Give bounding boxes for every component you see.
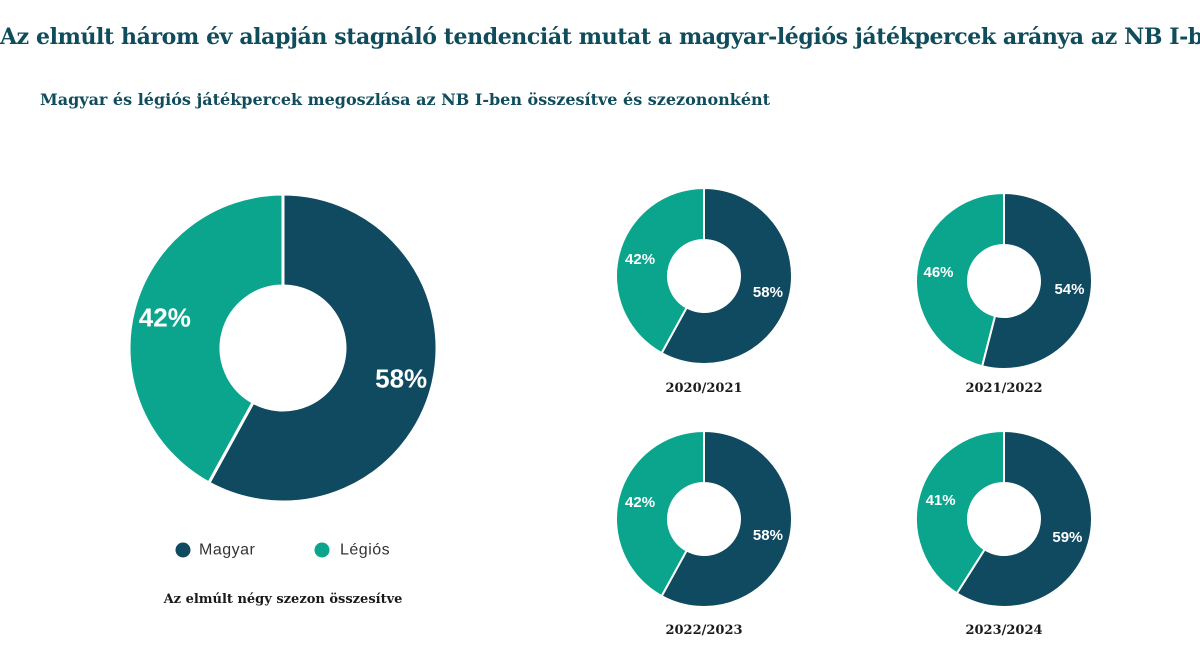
slice-lgis — [915, 429, 1005, 595]
slice-magyar — [980, 191, 1093, 370]
donut-season-1: 58% 42% 2020/2021 — [615, 186, 793, 396]
data-label: 42% — [139, 303, 191, 333]
slice-magyar — [955, 429, 1093, 608]
data-label: 42% — [625, 494, 655, 511]
data-label: 59% — [1052, 529, 1082, 546]
donut-total: 58% 42% Az elmúlt négy szezon összesítve — [127, 192, 439, 607]
data-label: 58% — [753, 527, 783, 544]
chart-subtitle: Magyar és légiós játékpercek megoszlása … — [40, 90, 771, 109]
chart-caption: 2020/2021 — [665, 381, 742, 396]
chart-title: Az elmúlt három év alapján stagnáló tend… — [0, 24, 1200, 50]
data-label: 46% — [924, 264, 954, 281]
data-label: 54% — [1054, 281, 1084, 298]
slice-magyar — [660, 429, 793, 608]
data-label: 58% — [375, 363, 427, 393]
slice-lgis — [615, 429, 705, 598]
legend-swatch — [175, 542, 191, 558]
data-label: 41% — [926, 492, 956, 509]
slice-lgis — [915, 191, 1005, 368]
slice-magyar — [660, 186, 793, 365]
chart-caption: 2022/2023 — [665, 623, 742, 638]
slice-lgis — [615, 186, 705, 355]
legend-label: Légiós — [340, 542, 390, 559]
chart-caption: Az elmúlt négy szezon összesítve — [163, 592, 403, 607]
legend-label: Magyar — [199, 542, 256, 559]
slice-lgis — [127, 192, 285, 485]
data-label: 58% — [753, 284, 783, 301]
donut-season-4: 59% 41% 2023/2024 — [915, 429, 1093, 638]
chart-caption: 2023/2024 — [965, 623, 1042, 638]
legend: Magyar Légiós — [175, 542, 390, 559]
chart-caption: 2021/2022 — [965, 381, 1042, 396]
data-label: 42% — [625, 251, 655, 268]
legend-swatch — [314, 542, 330, 558]
donut-season-2: 54% 46% 2021/2022 — [915, 191, 1093, 396]
slice-magyar — [206, 192, 439, 504]
donut-season-3: 58% 42% 2022/2023 — [615, 429, 793, 638]
